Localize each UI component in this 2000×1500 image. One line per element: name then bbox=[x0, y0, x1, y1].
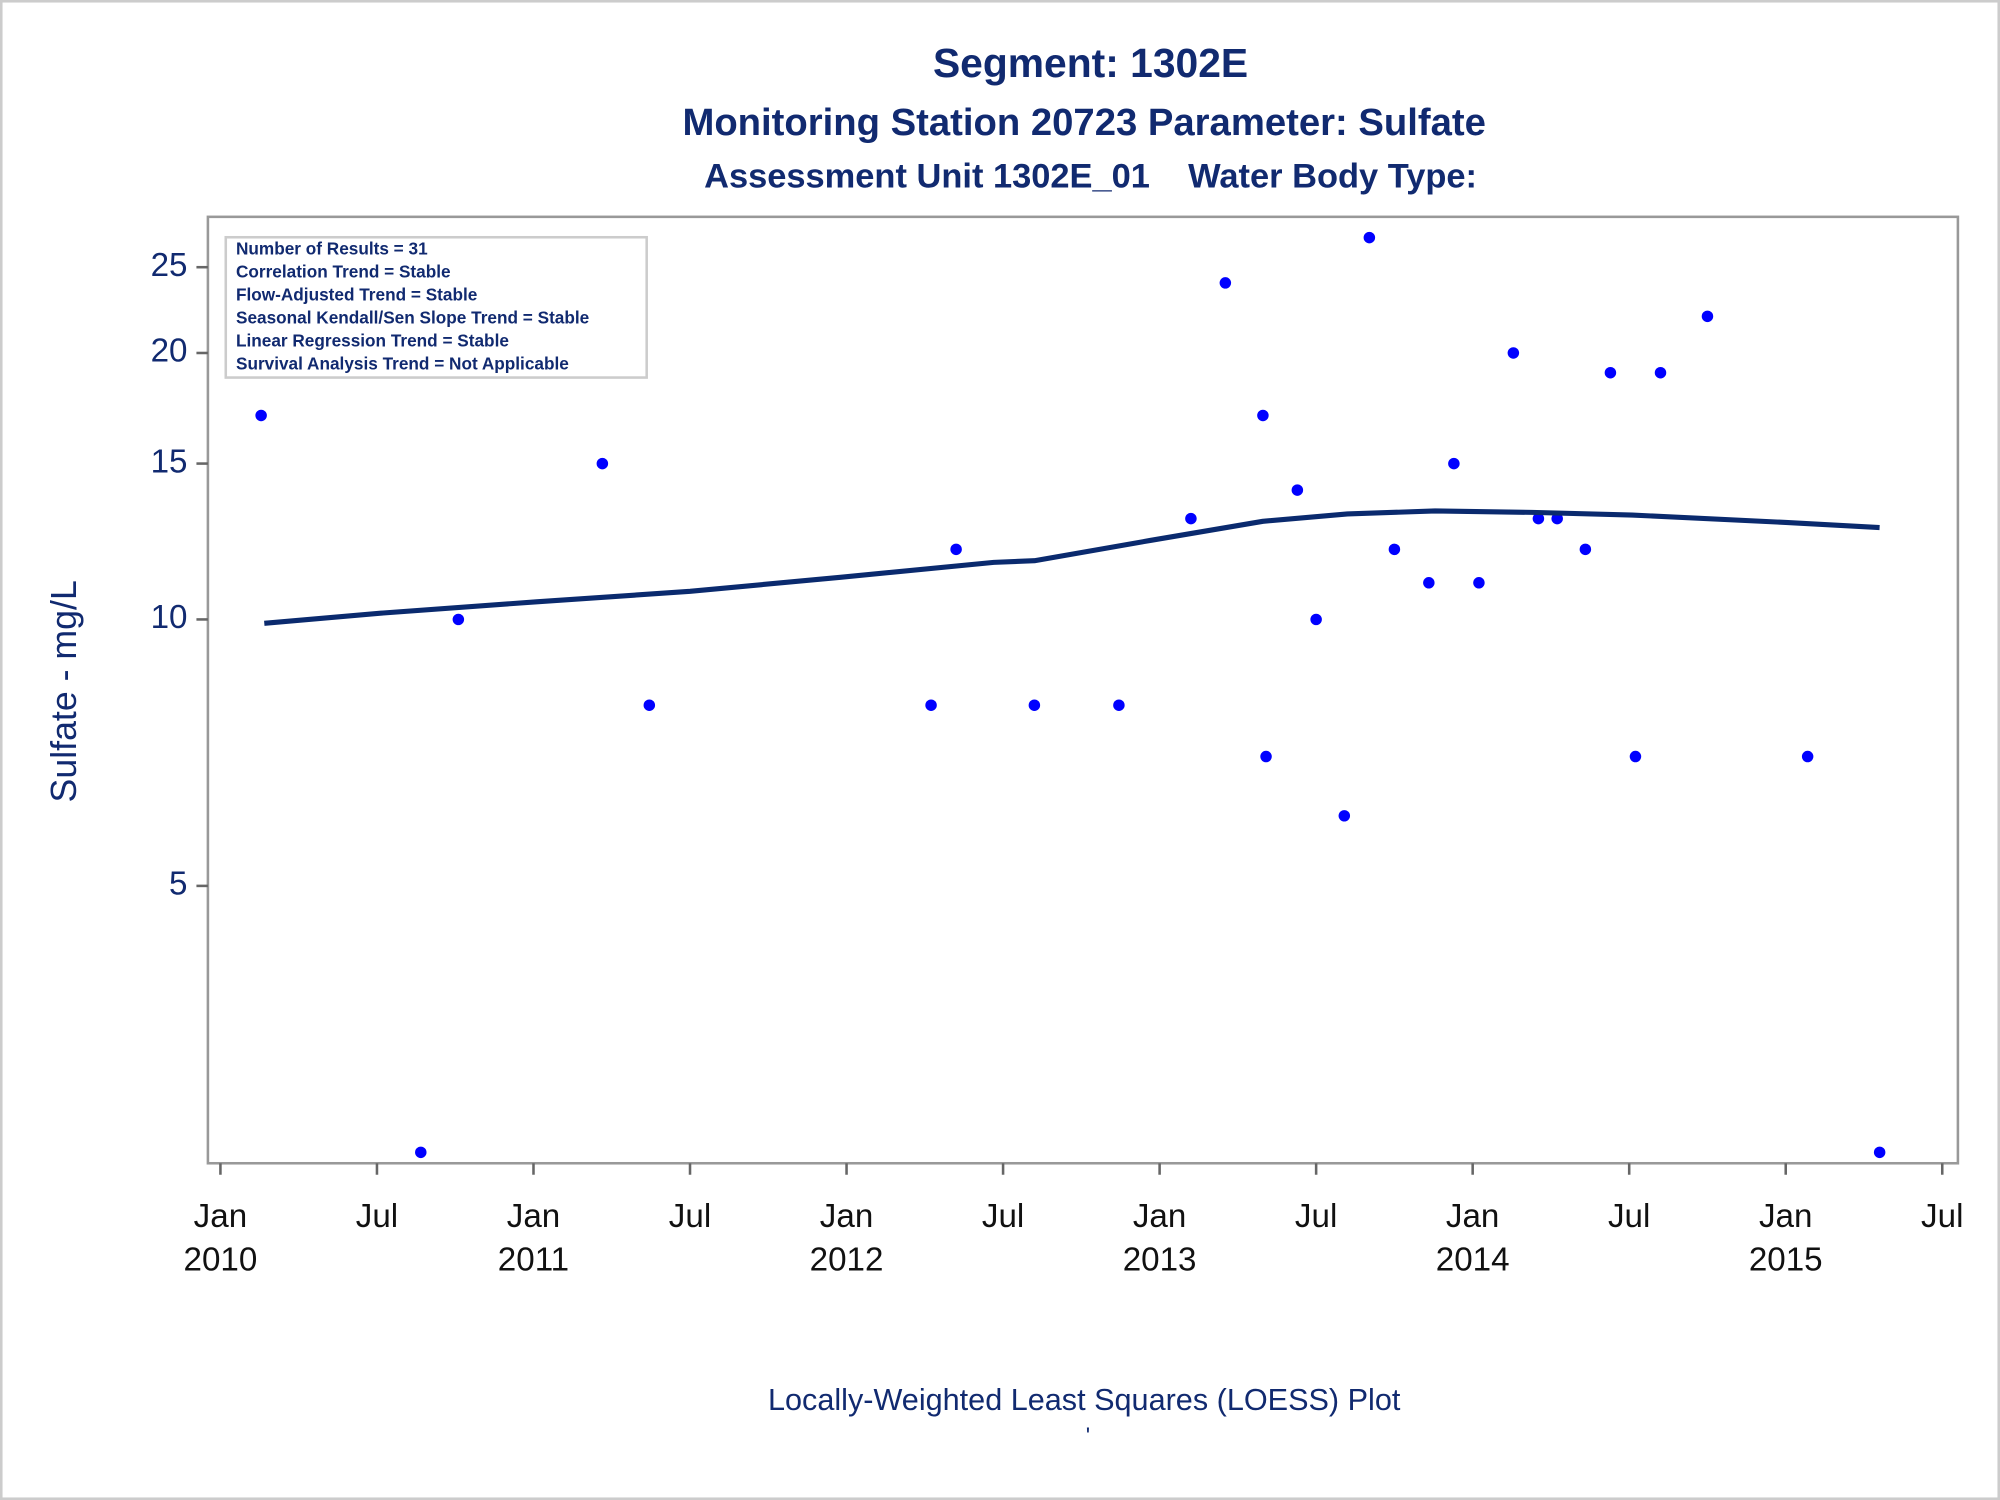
annotation-box bbox=[224, 235, 648, 379]
loess-line bbox=[264, 508, 1880, 626]
annotation: Seasonal Kendall/Sen Slope Trend = Stabl… bbox=[236, 307, 589, 327]
x-tick-label: Jul bbox=[355, 1196, 399, 1235]
chart-title: Segment: 1302E bbox=[933, 40, 1248, 86]
y-tick-label: 15 bbox=[151, 443, 188, 480]
data-point bbox=[1363, 231, 1376, 244]
data-point bbox=[596, 457, 609, 470]
data-point bbox=[1338, 810, 1351, 822]
data-point bbox=[415, 1146, 427, 1159]
data-point bbox=[1310, 613, 1322, 626]
data-point bbox=[255, 409, 267, 422]
x-tick-label: Jan 2014 bbox=[1435, 1196, 1510, 1279]
x-tick-label: Jan 2015 bbox=[1748, 1196, 1823, 1279]
data-point bbox=[1801, 750, 1814, 763]
data-point bbox=[1423, 577, 1435, 589]
footnote: ' bbox=[1086, 1423, 1090, 1449]
footnote: Locally-Weighted Least Squares (LOESS) P… bbox=[768, 1383, 1401, 1417]
annotation: Linear Regression Trend = Stable bbox=[236, 330, 509, 350]
data-point bbox=[950, 543, 962, 556]
x-tick-label: Jul bbox=[668, 1196, 712, 1235]
x-tick-label-box: Jan 2012 bbox=[809, 1196, 884, 1279]
x-tick-label: Jul bbox=[1607, 1196, 1651, 1235]
data-point bbox=[1629, 750, 1642, 763]
x-tick-label-box: Jan 2011 bbox=[497, 1196, 570, 1279]
data-point bbox=[1113, 699, 1125, 711]
data-point bbox=[1257, 409, 1269, 422]
data-point bbox=[925, 699, 937, 711]
x-tick-label-box: Jan 2015 bbox=[1748, 1196, 1823, 1279]
data-point bbox=[452, 613, 465, 626]
data-point bbox=[1388, 543, 1401, 556]
x-tick-label: Jan 2012 bbox=[809, 1196, 884, 1279]
x-tick-label-box: Jul bbox=[355, 1196, 399, 1235]
x-tick-label-box: Jan 2013 bbox=[1122, 1196, 1197, 1279]
data-point bbox=[1532, 512, 1545, 525]
chart-subtitle: Assessment Unit 1302E_01 Water Body Type… bbox=[704, 158, 1477, 196]
data-point bbox=[643, 699, 656, 711]
y-tick-label: 25 bbox=[151, 247, 188, 284]
data-point bbox=[1185, 512, 1197, 525]
data-point bbox=[1579, 543, 1592, 556]
x-tick-label: Jan 2010 bbox=[183, 1196, 258, 1279]
data-point bbox=[1448, 457, 1460, 470]
y-axis-label: Sulfate - mg/L bbox=[44, 580, 84, 802]
y-tick-label: 20 bbox=[151, 333, 188, 370]
x-tick-label: Jan 2013 bbox=[1122, 1196, 1197, 1279]
data-point bbox=[1291, 484, 1304, 496]
data-point bbox=[1260, 750, 1272, 763]
data-point bbox=[1551, 512, 1563, 525]
annotation: Number of Results = 31 bbox=[236, 239, 428, 259]
annotation: Correlation Trend = Stable bbox=[236, 262, 451, 282]
x-tick-label-box: Jan 2014 bbox=[1435, 1196, 1510, 1279]
x-tick-label: Jul bbox=[981, 1196, 1025, 1235]
data-point bbox=[1473, 577, 1485, 589]
x-tick-label-box: Jul bbox=[1294, 1196, 1338, 1235]
x-tick-label-box: Jul bbox=[668, 1196, 712, 1235]
data-point bbox=[1604, 366, 1617, 379]
x-tick-label-box: Jul bbox=[981, 1196, 1025, 1235]
x-tick-label-box: Jan 2010 bbox=[183, 1196, 258, 1279]
data-point bbox=[1873, 1146, 1886, 1159]
data-point bbox=[1028, 699, 1041, 711]
data-point bbox=[1654, 366, 1667, 379]
data-point bbox=[1701, 310, 1714, 323]
x-tick-label: Jul bbox=[1294, 1196, 1338, 1235]
x-tick-label: Jan 2011 bbox=[497, 1196, 570, 1279]
data-point bbox=[1219, 277, 1232, 289]
plot-frame bbox=[206, 215, 1960, 1165]
y-tick-label: 10 bbox=[151, 599, 188, 636]
x-tick-label: Jul bbox=[1921, 1196, 1964, 1235]
x-tick-label-box: Jul bbox=[1607, 1196, 1651, 1235]
x-tick-label-box: Jul bbox=[1921, 1196, 1964, 1235]
annotation: Flow-Adjusted Trend = Stable bbox=[236, 284, 477, 304]
annotation: Survival Analysis Trend = Not Applicable bbox=[236, 353, 569, 373]
y-tick-label: 5 bbox=[169, 866, 187, 903]
chart-subtitle: Monitoring Station 20723 Parameter: Sulf… bbox=[682, 101, 1485, 144]
data-point bbox=[1507, 347, 1520, 359]
